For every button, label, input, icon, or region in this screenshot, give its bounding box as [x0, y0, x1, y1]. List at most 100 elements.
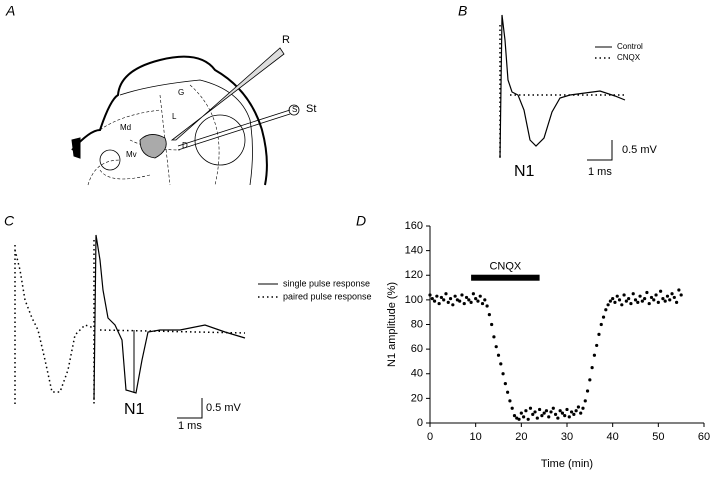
point	[668, 298, 672, 302]
point	[485, 304, 489, 308]
label-l: L	[172, 112, 177, 121]
label-md: Md	[120, 123, 131, 132]
point	[563, 414, 567, 418]
point	[542, 411, 546, 415]
point	[432, 299, 437, 303]
point	[503, 382, 507, 386]
point	[492, 335, 496, 339]
point	[522, 415, 526, 419]
y-tick-label: 60	[411, 343, 423, 355]
trace-b	[499, 14, 626, 159]
point	[547, 415, 551, 419]
point	[631, 292, 635, 296]
point	[533, 410, 537, 414]
panel-label: D	[356, 213, 366, 229]
x-tick-label: 30	[561, 431, 573, 443]
label-st: St	[306, 103, 316, 115]
trace-c	[14, 234, 246, 405]
point	[677, 288, 681, 292]
point	[494, 345, 498, 349]
point	[590, 365, 594, 370]
panel-label: A	[5, 3, 15, 19]
x-tick-label: 60	[698, 431, 710, 443]
peak-label: N1	[514, 163, 535, 180]
y-tick-label: 0	[417, 417, 423, 429]
point	[661, 297, 665, 301]
x-tick-label: 50	[652, 431, 664, 443]
point	[428, 293, 432, 297]
x-tick-label: 20	[515, 431, 527, 443]
point	[483, 298, 487, 302]
label-s: S	[292, 105, 297, 114]
point	[649, 295, 654, 300]
time-scale: 1 ms	[178, 420, 202, 432]
point	[540, 414, 544, 418]
point	[601, 315, 606, 319]
point	[629, 301, 633, 306]
point	[652, 298, 656, 302]
y-tick-label: 20	[411, 392, 423, 404]
point	[567, 415, 571, 419]
scale-bar	[587, 140, 613, 161]
point	[675, 300, 679, 304]
point	[569, 410, 574, 414]
y-tick-label: 160	[405, 220, 423, 232]
point	[659, 289, 663, 293]
point	[581, 406, 585, 410]
point	[624, 299, 628, 303]
point	[517, 417, 521, 421]
amp-scale: 0.5 mV	[206, 402, 242, 414]
point	[588, 378, 592, 382]
point	[576, 405, 581, 409]
x-tick-label: 10	[470, 431, 482, 443]
point	[620, 303, 624, 307]
point	[469, 300, 473, 304]
legend-label: Control	[617, 42, 643, 51]
point	[553, 412, 558, 416]
point	[579, 411, 583, 415]
point	[604, 308, 608, 312]
point	[471, 292, 475, 296]
y-tick-label: 80	[411, 318, 423, 330]
point	[608, 299, 612, 303]
point	[437, 301, 441, 306]
point	[506, 390, 510, 394]
point	[606, 303, 610, 307]
point	[643, 297, 647, 301]
x-axis-label: Time (min)	[541, 458, 593, 470]
point	[572, 412, 576, 416]
point	[467, 298, 471, 302]
point	[599, 322, 603, 327]
point	[444, 292, 448, 296]
point	[531, 412, 535, 416]
point	[499, 362, 503, 366]
y-tick-label: 40	[411, 368, 423, 380]
point	[478, 294, 482, 298]
treatment-bar	[471, 274, 540, 281]
point	[544, 409, 549, 413]
point	[592, 353, 597, 357]
scale-bar	[177, 398, 203, 419]
point	[442, 298, 446, 302]
y-tick-label: 100	[405, 294, 423, 306]
point	[487, 313, 491, 317]
point	[574, 409, 578, 413]
point	[656, 300, 660, 304]
point	[446, 300, 450, 304]
point	[524, 409, 528, 413]
point	[435, 294, 439, 298]
point	[613, 300, 617, 304]
legend-label: CNQX	[617, 53, 641, 62]
point	[510, 406, 514, 410]
point	[638, 294, 642, 298]
point	[538, 407, 542, 412]
scatter-chart: 0 20 40 60 80 100 120 140 160 0 10 20 30 40 50 60 Time (…	[386, 220, 710, 470]
point	[640, 299, 644, 303]
point	[617, 298, 622, 302]
point	[647, 301, 651, 306]
point	[627, 297, 631, 301]
point	[519, 411, 523, 415]
point	[464, 295, 469, 300]
peak-label: N1	[124, 401, 145, 418]
point	[551, 406, 555, 410]
